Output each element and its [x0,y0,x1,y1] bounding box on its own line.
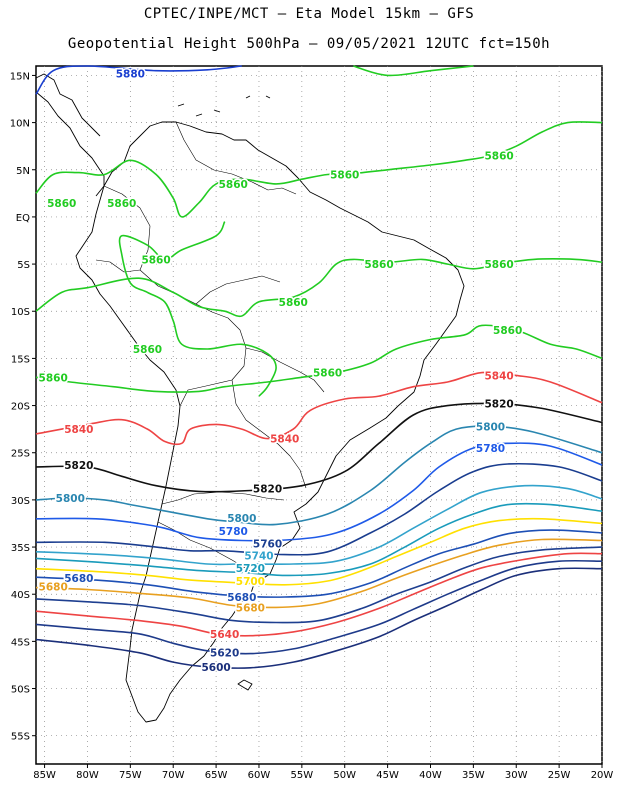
geopotential-contours [35,65,603,669]
contour-label-5780: 5780 [476,443,505,455]
y-tick-label: 5S [17,260,30,271]
y-tick-label: 30S [11,496,30,507]
central-america-coast [35,91,105,197]
x-tick-label: 55W [291,770,314,781]
longitude-axis: 85W 80W 75W 70W 65W 60W 55W 50W 45W 40W 35W 30W 25W 2… [33,764,613,781]
contour-label-5820: 5820 [484,399,513,411]
contour-label-5780: 5780 [219,526,248,538]
contour-5860 [353,65,474,77]
contour-label-5680: 5680 [236,602,265,614]
y-tick-label: 25S [11,449,30,460]
contour-5840 [35,371,603,446]
contour-label-5860: 5860 [141,254,170,266]
y-tick-label: 10N [10,119,30,130]
contour-label-5800: 5800 [227,513,256,525]
contour-5860 [35,121,603,218]
contour-label-5740: 5740 [244,551,273,563]
contour-label-5860: 5860 [330,169,359,181]
contour-label-5840: 5840 [484,370,513,382]
contour-label-5860: 5860 [219,179,248,191]
x-tick-label: 70W [162,770,185,781]
x-tick-label: 80W [76,770,99,781]
contour-label-5800: 5800 [56,493,85,505]
contour-5860 [35,258,603,318]
x-tick-label: 85W [33,770,56,781]
x-tick-label: 65W [205,770,228,781]
y-tick-label: 15N [10,71,30,82]
y-tick-label: 40S [11,590,30,601]
x-tick-label: 40W [419,770,442,781]
contour-label-5760: 5760 [253,538,282,550]
contour-5740 [35,484,603,566]
contour-5800 [35,425,603,526]
title-line-1: CPTEC/INPE/MCT – Eta Model 15km – GFS [143,6,475,22]
contour-5820 [35,402,603,493]
contour-label-5860: 5860 [107,198,136,210]
contour-label-5680: 5680 [227,592,256,604]
y-tick-label: 15S [11,354,30,365]
contour-5860 [118,221,277,397]
trinidad-caribbean-islands [177,95,271,117]
contour-5860 [35,324,603,393]
contour-5640 [35,552,603,637]
falkland-islands [237,679,253,691]
x-tick-label: 50W [333,770,356,781]
contour-label-5860: 5860 [493,325,522,337]
central-america-coast-north [35,73,101,137]
latitude-axis: 15N 10N 5N EQ 5S 10S 15S 20S 25S 30S 35S 40S 45S 50S 5… [10,71,36,743]
contour-label-5600: 5600 [201,662,230,674]
contour-5680 [35,529,603,598]
contour-5660 [35,546,603,624]
contour-label-5700: 5700 [236,576,265,588]
x-tick-label: 45W [376,770,399,781]
contour-label-5880: 5880 [116,69,145,81]
contour-label-5820: 5820 [64,460,93,472]
contour-5600 [35,567,603,669]
x-tick-label: 60W [248,770,271,781]
x-tick-label: 75W [119,770,142,781]
contour-5680 [35,538,603,609]
y-tick-label: 45S [11,637,30,648]
contour-5880 [35,65,242,95]
y-tick-label: EQ [16,213,30,224]
contour-label-5640: 5640 [210,629,239,641]
y-tick-label: 5N [16,166,30,177]
y-tick-label: 50S [11,685,30,696]
contour-label-5820: 5820 [253,484,282,496]
contour-label-5720: 5720 [236,563,265,575]
y-tick-label: 10S [11,307,30,318]
contour-label-5860: 5860 [313,368,342,380]
y-tick-label: 20S [11,402,30,413]
contour-label-5860: 5860 [484,259,513,271]
contour-label-5620: 5620 [210,648,239,660]
y-tick-label: 35S [11,543,30,554]
contour-5700 [35,517,603,586]
contour-label-5860: 5860 [47,198,76,210]
contour-5620 [35,559,603,655]
contour-5760 [35,462,603,556]
contour-label-5840: 5840 [270,434,299,446]
contour-label-5800: 5800 [476,421,505,433]
contour-label-5860: 5860 [484,151,513,163]
x-tick-label: 35W [462,770,485,781]
contour-label-5840: 5840 [64,424,93,436]
map-frame [35,65,603,765]
x-tick-label: 25W [548,770,571,781]
contour-label-5860: 5860 [279,297,308,309]
contour-5780 [35,442,603,542]
x-tick-label: 20W [591,770,614,781]
contour-5720 [35,502,603,577]
contour-label-5680: 5680 [64,573,93,585]
contour-label-5860: 5860 [39,372,68,384]
contour-labels: 5880 5860 5860 5860 5860 5860 5860 5860 5860 5860… [37,67,524,675]
contour-label-5860: 5860 [364,259,393,271]
x-tick-label: 30W [505,770,528,781]
title-line-2: Geopotential Height 500hPa – 09/05/2021 … [67,36,551,52]
y-tick-label: 55S [11,732,30,743]
contour-label-5860: 5860 [133,344,162,356]
contour-label-5680: 5680 [39,582,68,594]
